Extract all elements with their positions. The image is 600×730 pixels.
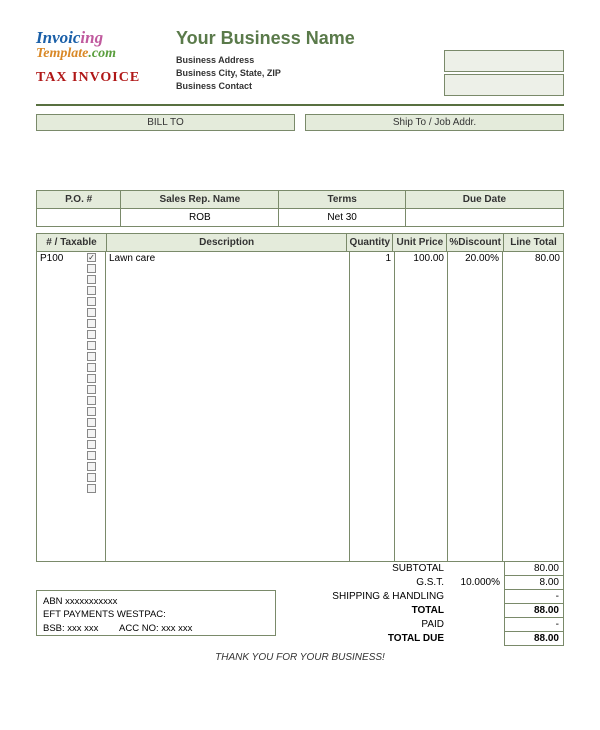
taxable-checkbox[interactable] — [87, 407, 96, 416]
taxable-checkbox[interactable] — [87, 352, 96, 361]
taxable-checkboxes: ✓ — [87, 253, 96, 493]
shipping-label: SHIPPING & HANDLING — [276, 590, 448, 604]
meta-val-due[interactable] — [405, 209, 563, 227]
address-headers: BILL TO Ship To / Job Addr. — [36, 114, 564, 131]
divider — [36, 104, 564, 106]
meta-col-rep: Sales Rep. Name — [121, 191, 279, 209]
items-col-disc: %Discount — [447, 234, 504, 252]
item-disc: 20.00% — [465, 253, 499, 264]
taxable-checkbox[interactable] — [87, 286, 96, 295]
item-price: 100.00 — [413, 253, 444, 264]
header-boxes — [444, 50, 564, 96]
taxable-checkbox[interactable] — [87, 440, 96, 449]
logo: Invoicing Template.com TAX INVOICE — [36, 28, 166, 96]
business-block: Your Business Name Business Address Busi… — [176, 28, 434, 96]
gst-value: 8.00 — [504, 576, 564, 590]
meta-col-po: P.O. # — [37, 191, 121, 209]
logo-part-4: .com — [88, 46, 116, 61]
business-contact: Business Contact — [176, 81, 434, 91]
paid-value: - — [504, 618, 564, 632]
due-label: TOTAL DUE — [276, 632, 448, 646]
meta-val-po[interactable] — [37, 209, 121, 227]
items-col-num: # / Taxable — [37, 234, 107, 252]
meta-val-rep[interactable]: ROB — [121, 209, 279, 227]
taxable-checkbox[interactable] — [87, 451, 96, 460]
payment-line-1: ABN xxxxxxxxxxx — [43, 595, 269, 608]
ship-to-header: Ship To / Job Addr. — [305, 114, 564, 131]
taxable-checkbox[interactable] — [87, 330, 96, 339]
header-box-2[interactable] — [444, 74, 564, 96]
due-value: 88.00 — [504, 632, 564, 646]
paid-label: PAID — [276, 618, 448, 632]
meta-val-terms[interactable]: Net 30 — [279, 209, 405, 227]
totals-table: SUBTOTAL 80.00 G.S.T. 10.000% 8.00 SHIPP… — [276, 562, 564, 646]
doc-type: TAX INVOICE — [36, 70, 166, 86]
subtotal-value: 80.00 — [504, 562, 564, 576]
taxable-checkbox[interactable] — [87, 275, 96, 284]
meta-col-terms: Terms — [279, 191, 405, 209]
business-name: Your Business Name — [176, 28, 434, 49]
total-value: 88.00 — [504, 604, 564, 618]
item-num: P100 — [40, 253, 63, 264]
address-space[interactable] — [36, 135, 564, 190]
total-label: TOTAL — [276, 604, 448, 618]
meta-table: P.O. # Sales Rep. Name Terms Due Date RO… — [36, 190, 564, 227]
logo-part-2: ing — [80, 28, 103, 47]
payment-box: ABN xxxxxxxxxxx EFT PAYMENTS WESTPAC: BS… — [36, 590, 276, 636]
taxable-checkbox[interactable] — [87, 473, 96, 482]
taxable-checkbox[interactable] — [87, 363, 96, 372]
items-col-total: Line Total — [504, 234, 564, 252]
meta-col-due: Due Date — [405, 191, 563, 209]
taxable-checkbox[interactable] — [87, 462, 96, 471]
taxable-checkbox[interactable] — [87, 484, 96, 493]
items-header: # / Taxable Description Quantity Unit Pr… — [36, 233, 564, 252]
items-col-qty: Quantity — [347, 234, 393, 252]
item-qty: 1 — [385, 253, 391, 264]
taxable-checkbox[interactable] — [87, 264, 96, 273]
taxable-checkbox[interactable] — [87, 418, 96, 427]
header-box-1[interactable] — [444, 50, 564, 72]
totals-area: ABN xxxxxxxxxxx EFT PAYMENTS WESTPAC: BS… — [36, 562, 564, 646]
taxable-checkbox[interactable] — [87, 374, 96, 383]
taxable-checkbox[interactable] — [87, 308, 96, 317]
footer-thanks: THANK YOU FOR YOUR BUSINESS! — [36, 652, 564, 663]
payment-line-2: EFT PAYMENTS WESTPAC: — [43, 608, 269, 621]
taxable-checkbox[interactable] — [87, 396, 96, 405]
shipping-value: - — [504, 590, 564, 604]
gst-label: G.S.T. — [276, 576, 448, 590]
taxable-checkbox[interactable] — [87, 429, 96, 438]
header: Invoicing Template.com TAX INVOICE Your … — [36, 28, 564, 96]
item-total: 80.00 — [535, 253, 560, 264]
taxable-checkbox[interactable] — [87, 385, 96, 394]
items-body[interactable]: P100 ✓ Lawn care 1 100.00 20.00% 80.00 — [36, 252, 564, 562]
taxable-checkbox[interactable] — [87, 341, 96, 350]
item-desc: Lawn care — [109, 253, 155, 264]
logo-part-1: Invoic — [36, 28, 80, 47]
payment-line-3: BSB: xxx xxx ACC NO: xxx xxx — [43, 622, 269, 635]
logo-part-3: Template — [36, 46, 88, 61]
business-address: Business Address — [176, 55, 434, 65]
subtotal-label: SUBTOTAL — [276, 562, 448, 576]
gst-rate: 10.000% — [448, 576, 504, 590]
bill-to-header: BILL TO — [36, 114, 295, 131]
items-col-desc: Description — [107, 234, 347, 252]
business-city: Business City, State, ZIP — [176, 68, 434, 78]
taxable-checkbox[interactable] — [87, 319, 96, 328]
taxable-checkbox[interactable] — [87, 297, 96, 306]
taxable-checkbox[interactable]: ✓ — [87, 253, 96, 262]
items-col-price: Unit Price — [393, 234, 447, 252]
